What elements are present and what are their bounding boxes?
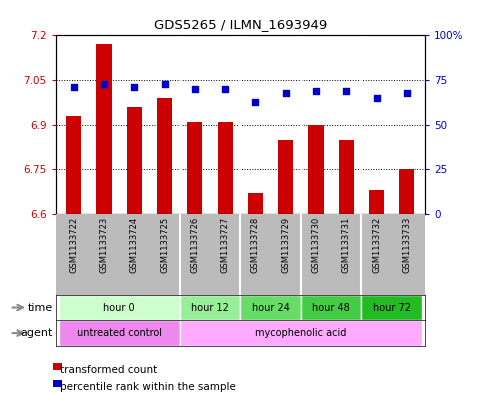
Text: GSM1133733: GSM1133733 (402, 217, 412, 273)
Bar (187, 122, 202, 214)
Text: untreated control: untreated control (77, 328, 162, 338)
Text: GSM1133730: GSM1133730 (312, 217, 321, 273)
Bar (58, 320, 180, 346)
Text: transformed count: transformed count (60, 365, 157, 375)
Bar (278, 140, 293, 214)
Bar (58, 295, 180, 320)
Bar (127, 107, 142, 214)
Point (130, 84, 138, 90)
Point (252, 98, 259, 105)
Text: GSM1133729: GSM1133729 (281, 217, 290, 273)
Bar (66, 116, 81, 214)
Bar (217, 122, 233, 214)
Text: agent: agent (21, 328, 53, 338)
Text: GSM1133727: GSM1133727 (221, 217, 229, 273)
Text: GSM1133724: GSM1133724 (130, 217, 139, 273)
Bar (339, 140, 354, 214)
Point (161, 81, 169, 87)
Bar (301, 295, 361, 320)
Bar (361, 295, 422, 320)
Point (221, 86, 229, 92)
Text: GSM1133732: GSM1133732 (372, 217, 381, 273)
Text: hour 24: hour 24 (252, 303, 289, 312)
Bar (180, 320, 422, 346)
Bar (369, 190, 384, 214)
Point (282, 90, 290, 96)
Point (70, 84, 78, 90)
Text: GSM1133726: GSM1133726 (190, 217, 199, 273)
Text: mycophenolic acid: mycophenolic acid (255, 328, 347, 338)
Text: hour 48: hour 48 (313, 303, 350, 312)
Text: hour 0: hour 0 (103, 303, 135, 312)
Point (100, 81, 108, 87)
Point (312, 88, 320, 94)
Text: percentile rank within the sample: percentile rank within the sample (60, 382, 236, 392)
Bar (157, 98, 172, 214)
Bar (97, 44, 112, 214)
Text: GSM1133722: GSM1133722 (69, 217, 78, 273)
Point (191, 86, 199, 92)
Text: GSM1133723: GSM1133723 (99, 217, 109, 273)
Text: GSM1133725: GSM1133725 (160, 217, 169, 273)
Bar (309, 125, 324, 214)
Point (373, 95, 381, 101)
Text: hour 12: hour 12 (191, 303, 229, 312)
Text: GSM1133728: GSM1133728 (251, 217, 260, 273)
Bar (241, 295, 301, 320)
Bar (248, 193, 263, 214)
Text: hour 72: hour 72 (373, 303, 411, 312)
Bar (180, 295, 241, 320)
Point (403, 90, 411, 96)
Text: time: time (28, 303, 53, 312)
Bar (399, 169, 414, 214)
Text: GSM1133731: GSM1133731 (342, 217, 351, 273)
Point (342, 88, 350, 94)
Text: GDS5265 / ILMN_1693949: GDS5265 / ILMN_1693949 (154, 18, 327, 31)
